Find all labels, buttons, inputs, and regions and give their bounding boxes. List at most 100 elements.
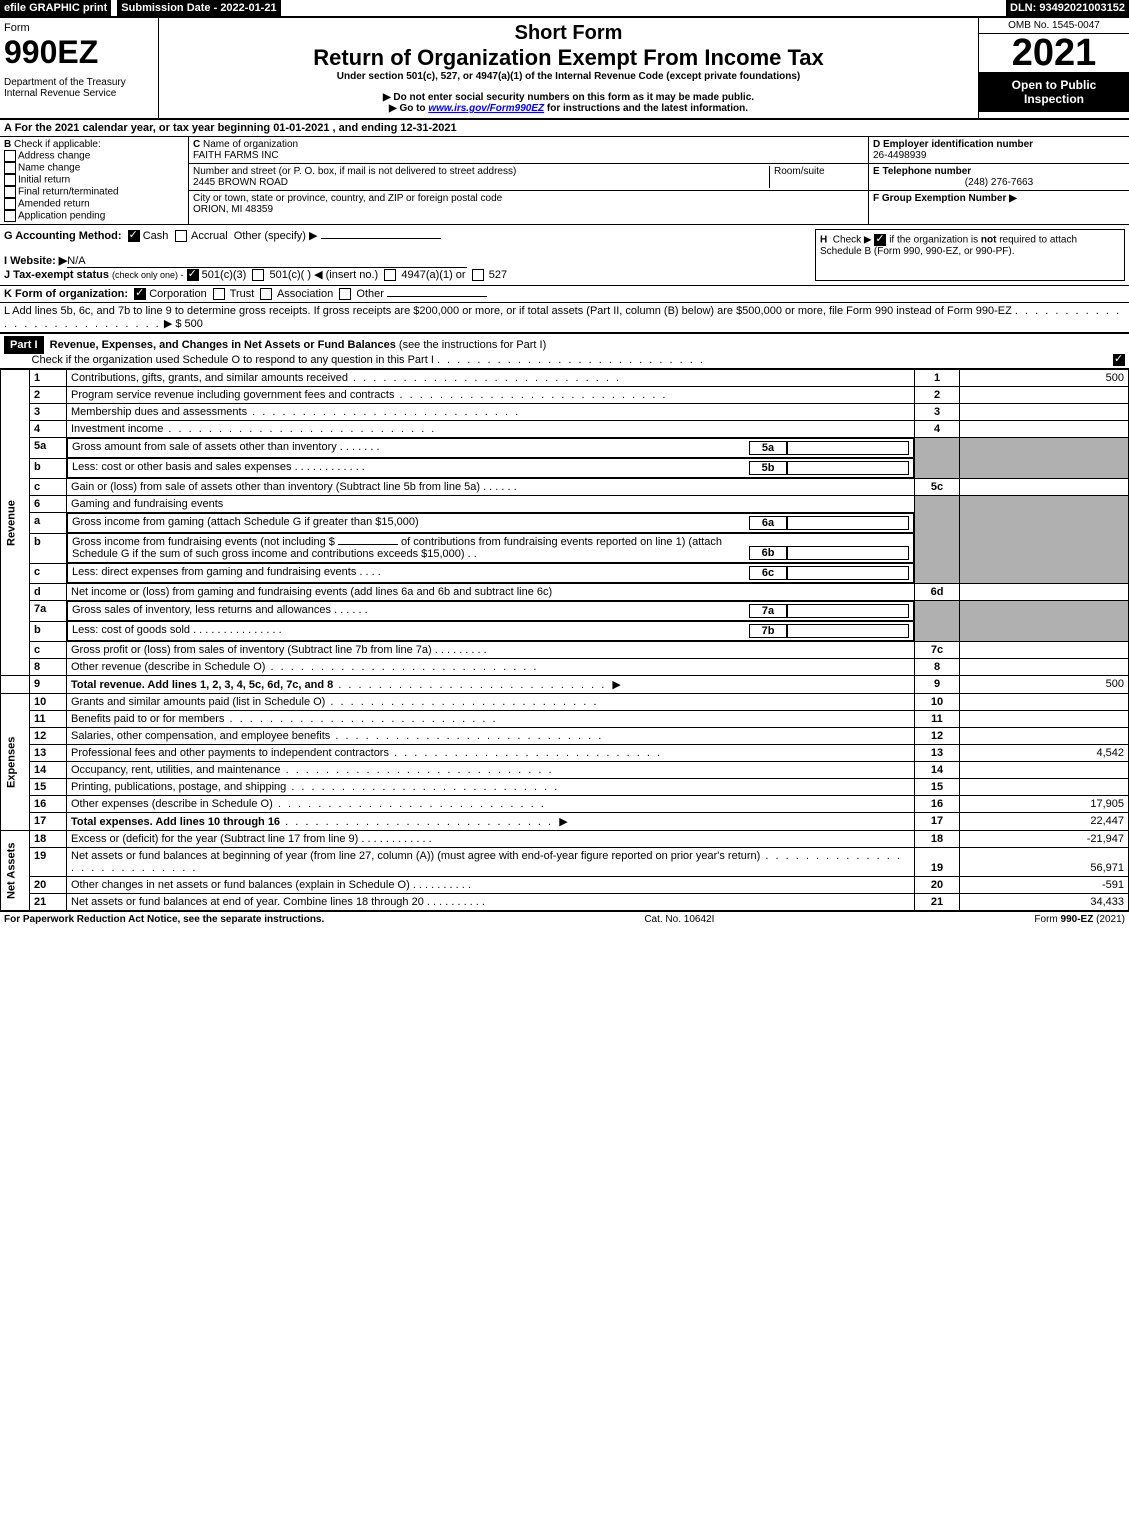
g-cash: Cash xyxy=(143,230,169,242)
j-label: J Tax-exempt status xyxy=(4,269,109,281)
check-501c3[interactable] xyxy=(187,269,199,281)
opt-application-pending: Application pending xyxy=(18,211,105,222)
desc-12: Salaries, other compensation, and employ… xyxy=(71,730,330,742)
check-application-pending[interactable] xyxy=(4,210,16,222)
rn-7c: 7c xyxy=(915,642,960,659)
k-corp: Corporation xyxy=(149,288,206,300)
desc-14: Occupancy, rent, utilities, and maintena… xyxy=(71,764,281,776)
desc-6a: Gross income from gaming (attach Schedul… xyxy=(72,516,419,528)
check-schedule-o[interactable] xyxy=(1113,354,1125,366)
check-initial-return[interactable] xyxy=(4,174,16,186)
k-other: Other xyxy=(356,288,384,300)
vlabel-expenses: Expenses xyxy=(1,694,30,831)
g-accrual: Accrual xyxy=(191,230,228,242)
goto-post: for instructions and the latest informat… xyxy=(544,103,748,114)
desc-20: Other changes in net assets or fund bala… xyxy=(71,879,410,891)
form-word: Form xyxy=(4,22,30,34)
sv-6a xyxy=(787,516,909,530)
sv-6c xyxy=(787,566,909,580)
amt-14 xyxy=(960,762,1129,779)
j-4947: 4947(a)(1) or xyxy=(401,269,465,281)
lineno-3: 3 xyxy=(30,404,67,421)
grey-7v xyxy=(960,601,1129,642)
j-501c: 501(c)( ) ◀ (insert no.) xyxy=(269,269,378,281)
check-cash[interactable] xyxy=(128,230,140,242)
irs-link[interactable]: www.irs.gov/Form990EZ xyxy=(428,103,544,114)
check-final-return[interactable] xyxy=(4,186,16,198)
amt-3 xyxy=(960,404,1129,421)
lineno-6c: c xyxy=(30,563,67,584)
check-name-change[interactable] xyxy=(4,162,16,174)
part1-sub: (see the instructions for Part I) xyxy=(399,339,546,351)
check-other-org[interactable] xyxy=(339,288,351,300)
desc-6d: Net income or (loss) from gaming and fun… xyxy=(67,584,915,601)
phone-value: (248) 276-7663 xyxy=(873,177,1125,188)
submission-date: Submission Date - 2022-01-21 xyxy=(115,0,280,16)
h-check-text: Check ▶ xyxy=(833,235,872,246)
check-h-not-required[interactable] xyxy=(874,234,886,246)
dln: DLN: 93492021003152 xyxy=(1006,0,1129,16)
check-corporation[interactable] xyxy=(134,288,146,300)
amt-1: 500 xyxy=(960,370,1129,387)
rn-21: 21 xyxy=(915,894,960,911)
l-value: 500 xyxy=(185,318,203,330)
desc-5b: Less: cost or other basis and sales expe… xyxy=(72,461,292,473)
desc-19: Net assets or fund balances at beginning… xyxy=(71,850,760,862)
l-arrow: ▶ $ xyxy=(164,318,182,330)
lineno-6d: d xyxy=(30,584,67,601)
vlabel-netassets: Net Assets xyxy=(1,831,30,911)
section-a-tax-year: A For the 2021 calendar year, or tax yea… xyxy=(0,120,1129,137)
sn-5a: 5a xyxy=(749,441,787,455)
h-label: H xyxy=(820,235,827,246)
part1-header: Part I Revenue, Expenses, and Changes in… xyxy=(0,333,1129,369)
lineno-19: 19 xyxy=(30,848,67,877)
grey-6v xyxy=(960,496,1129,584)
rn-10: 10 xyxy=(915,694,960,711)
form-number: 990EZ xyxy=(4,34,154,71)
check-527[interactable] xyxy=(472,269,484,281)
check-address-change[interactable] xyxy=(4,150,16,162)
sv-7b xyxy=(787,624,909,638)
amt-18: -21,947 xyxy=(960,831,1129,848)
box-d-e-f: D Employer identification number 26-4498… xyxy=(869,137,1129,224)
k-assoc: Association xyxy=(277,288,333,300)
rn-19: 19 xyxy=(915,848,960,877)
website-value: N/A xyxy=(67,255,467,268)
amt-6d xyxy=(960,584,1129,601)
amt-2 xyxy=(960,387,1129,404)
opt-initial-return: Initial return xyxy=(18,175,70,186)
amt-19: 56,971 xyxy=(960,848,1129,877)
grey-6 xyxy=(915,496,960,584)
lineno-7a: 7a xyxy=(30,601,67,622)
desc-6c: Less: direct expenses from gaming and fu… xyxy=(72,566,356,578)
room-label: Room/suite xyxy=(774,166,825,177)
part1-label: Part I xyxy=(4,336,44,354)
grey-7 xyxy=(915,601,960,642)
desc-18: Excess or (deficit) for the year (Subtra… xyxy=(71,833,358,845)
lineno-5a: 5a xyxy=(30,438,67,459)
desc-6: Gaming and fundraising events xyxy=(67,496,915,513)
check-4947[interactable] xyxy=(384,269,396,281)
part1-title: Revenue, Expenses, and Changes in Net As… xyxy=(50,339,396,351)
amt-15 xyxy=(960,779,1129,796)
check-association[interactable] xyxy=(260,288,272,300)
amt-8 xyxy=(960,659,1129,676)
lineno-20: 20 xyxy=(30,877,67,894)
grey-5v xyxy=(960,438,1129,479)
rn-18: 18 xyxy=(915,831,960,848)
efile-print-button[interactable]: efile GRAPHIC print xyxy=(0,0,111,16)
dept-treasury: Department of the Treasury xyxy=(4,77,154,88)
sn-7b: 7b xyxy=(749,624,787,638)
amt-13: 4,542 xyxy=(960,745,1129,762)
check-501c[interactable] xyxy=(252,269,264,281)
section-k: K Form of organization: Corporation Trus… xyxy=(0,286,1129,303)
rn-3: 3 xyxy=(915,404,960,421)
desc-17: Total expenses. Add lines 10 through 16 xyxy=(71,816,280,828)
box-b-checkboxes: B Check if applicable: Address change Na… xyxy=(0,137,189,224)
city-label: City or town, state or province, country… xyxy=(193,193,502,204)
lineno-6b: b xyxy=(30,533,67,563)
check-amended-return[interactable] xyxy=(4,198,16,210)
j-note: (check only one) - xyxy=(112,270,184,280)
check-accrual[interactable] xyxy=(175,230,187,242)
check-trust[interactable] xyxy=(213,288,225,300)
